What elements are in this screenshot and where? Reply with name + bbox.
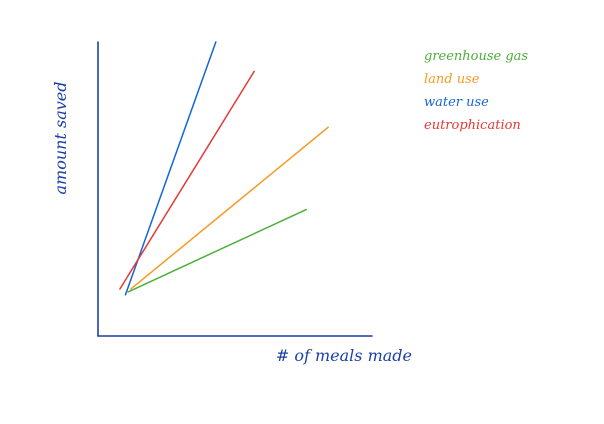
legend-entry-greenhouse-gas: greenhouse gas — [424, 49, 528, 64]
x-axis-label: # of meals made — [275, 346, 412, 365]
series-layer — [119, 41, 329, 296]
legend-entry-land-use: land use — [424, 72, 480, 87]
series-line-land-use — [130, 126, 329, 290]
series-line-greenhouse-gas — [127, 208, 307, 293]
x-axis-label-box: # of meals made — [275, 346, 412, 365]
legend-entry-eutrophication: eutrophication — [424, 118, 521, 133]
legend: greenhouse gas land use water use eutrophic… — [424, 49, 528, 133]
legend-entry-water-use: water use — [424, 95, 489, 110]
y-axis-label: amount saved — [51, 82, 70, 195]
series-line-water-use — [124, 41, 217, 296]
series-line-eutrophication — [119, 70, 255, 290]
